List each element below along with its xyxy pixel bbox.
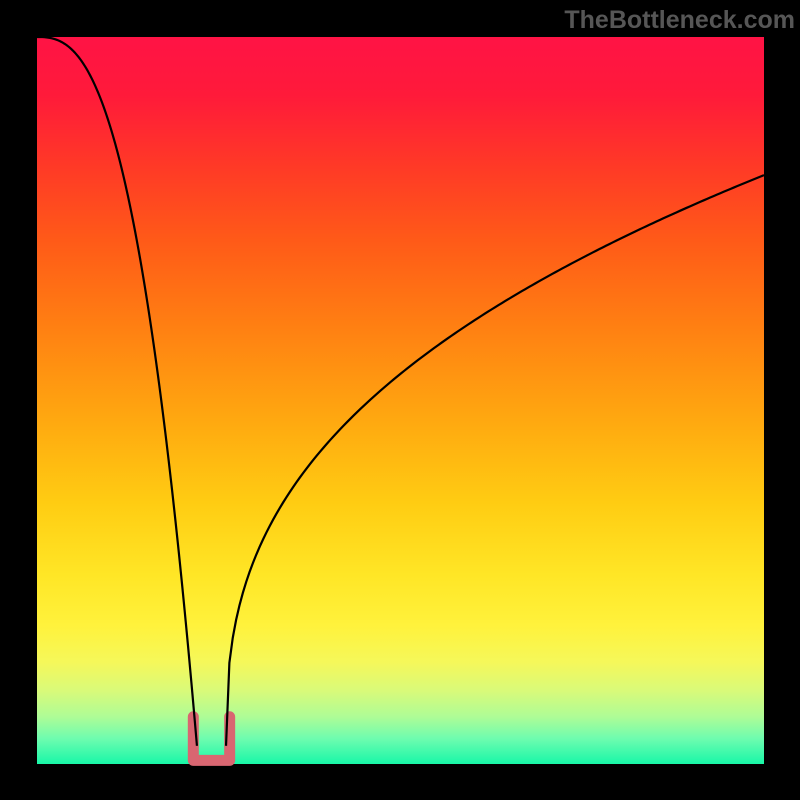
- watermark-text: TheBottleneck.com: [564, 6, 795, 35]
- plot-gradient-area: [37, 37, 764, 764]
- chart-container: TheBottleneck.com: [0, 0, 800, 800]
